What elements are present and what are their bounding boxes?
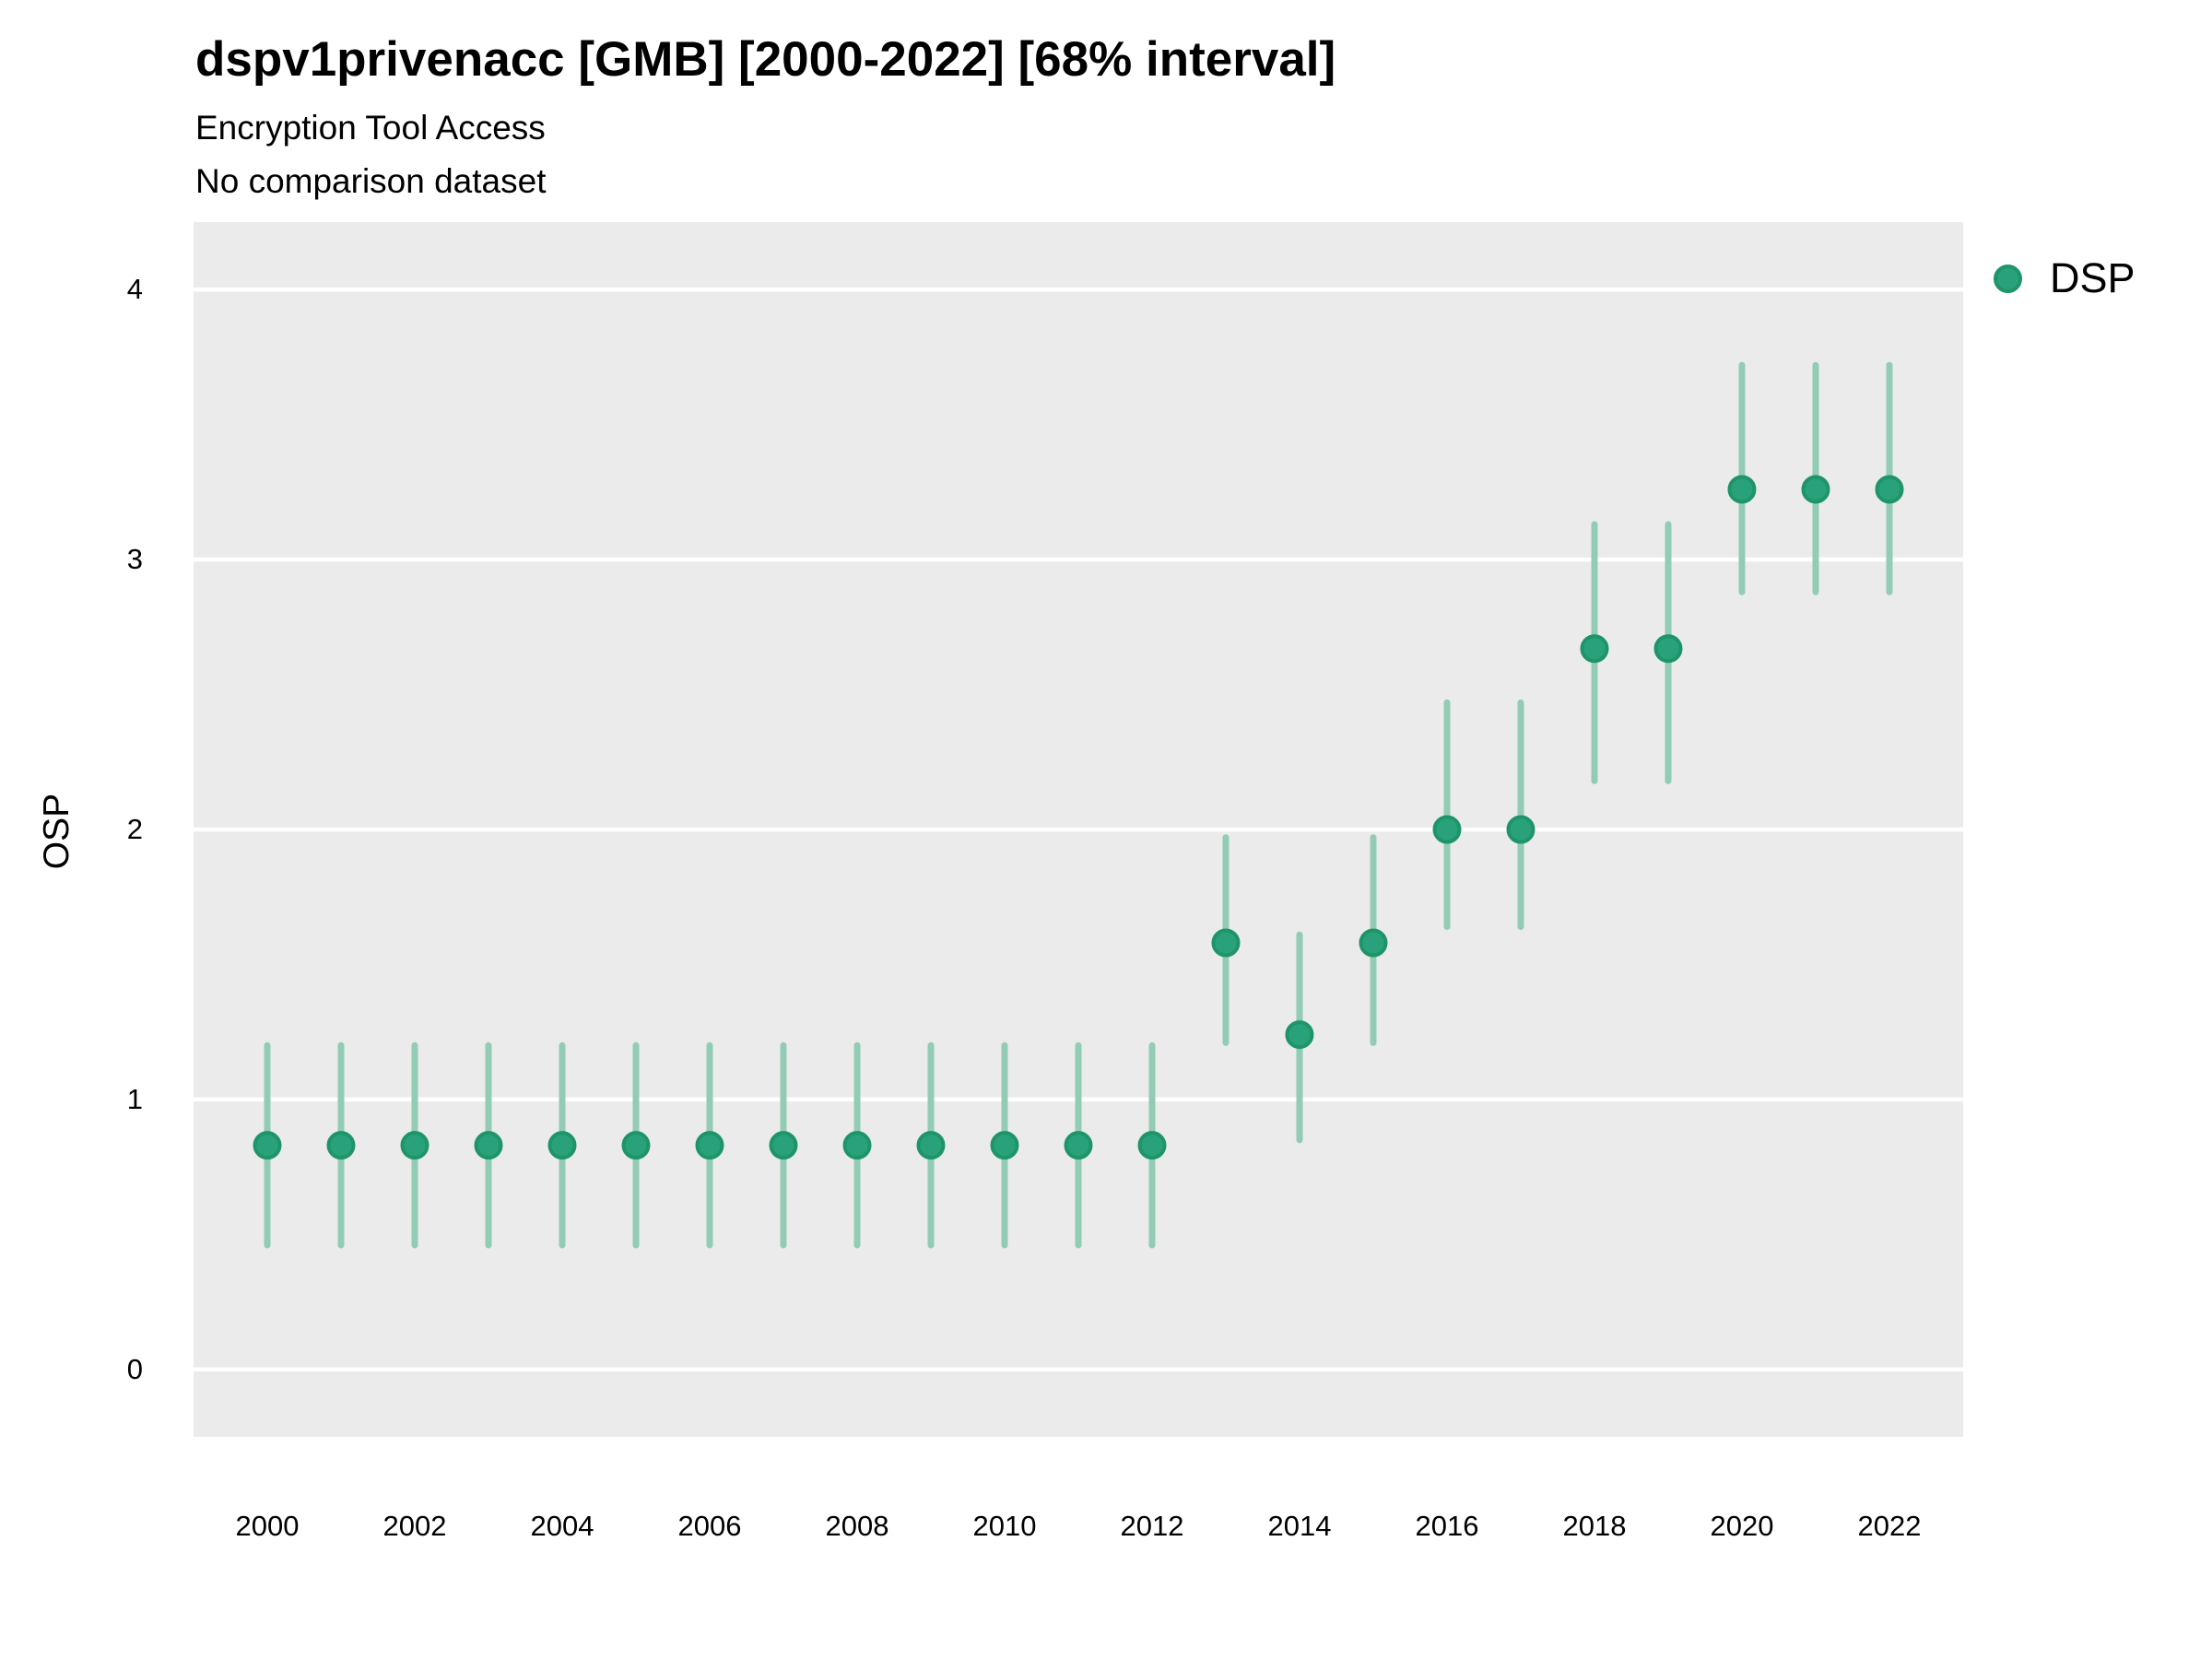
- data-point-2005: [621, 1131, 651, 1160]
- data-point-2016: [1432, 815, 1462, 844]
- data-point-2007: [769, 1131, 798, 1160]
- data-point-2009: [916, 1131, 946, 1160]
- data-point-2012: [1137, 1131, 1167, 1160]
- data-point-2008: [842, 1131, 872, 1160]
- x-tick-label-2014: 2014: [1267, 1510, 1332, 1542]
- data-point-2006: [695, 1131, 724, 1160]
- data-point-2004: [547, 1131, 577, 1160]
- data-point-2013: [1211, 928, 1241, 958]
- data-point-2011: [1064, 1131, 1093, 1160]
- x-tick-label-2002: 2002: [382, 1510, 447, 1542]
- x-tick-label-2004: 2004: [530, 1510, 594, 1542]
- legend-label-dsp: DSP: [2050, 254, 2136, 301]
- data-point-2001: [326, 1131, 356, 1160]
- chart-title: dspv1privenacc [GMB] [2000-2022] [68% in…: [195, 32, 1336, 87]
- y-tick-label-2: 2: [126, 813, 143, 845]
- data-point-2003: [474, 1131, 503, 1160]
- data-point-2002: [400, 1131, 429, 1160]
- data-point-2000: [253, 1131, 282, 1160]
- x-tick-label-2006: 2006: [677, 1510, 742, 1542]
- data-point-2017: [1506, 815, 1535, 844]
- x-tick-label-2022: 2022: [1857, 1510, 1922, 1542]
- y-tick-label-3: 3: [126, 543, 143, 576]
- y-tick-label-4: 4: [126, 273, 143, 306]
- legend: DSP: [1994, 254, 2136, 302]
- chart-subtitle-1: Encryption Tool Access: [195, 109, 546, 147]
- data-point-2019: [1653, 634, 1683, 664]
- data-point-2020: [1727, 475, 1757, 504]
- data-point-2014: [1285, 1020, 1314, 1050]
- x-tick-label-2012: 2012: [1120, 1510, 1184, 1542]
- data-point-2015: [1359, 928, 1388, 958]
- x-tick-label-2010: 2010: [972, 1510, 1037, 1542]
- data-point-2010: [990, 1131, 1019, 1160]
- legend-dot-dsp: [1994, 264, 2022, 293]
- y-tick-label-0: 0: [126, 1352, 143, 1385]
- x-tick-label-2000: 2000: [235, 1510, 300, 1542]
- data-point-2018: [1580, 634, 1609, 664]
- data-point-2021: [1801, 475, 1830, 504]
- x-tick-label-2016: 2016: [1415, 1510, 1479, 1542]
- x-tick-label-2018: 2018: [1562, 1510, 1627, 1542]
- x-tick-label-2008: 2008: [825, 1510, 889, 1542]
- y-tick-label-1: 1: [126, 1082, 143, 1115]
- data-point-2022: [1875, 475, 1904, 504]
- x-tick-label-2020: 2020: [1710, 1510, 1774, 1542]
- chart-subtitle-2: No comparison dataset: [195, 162, 547, 200]
